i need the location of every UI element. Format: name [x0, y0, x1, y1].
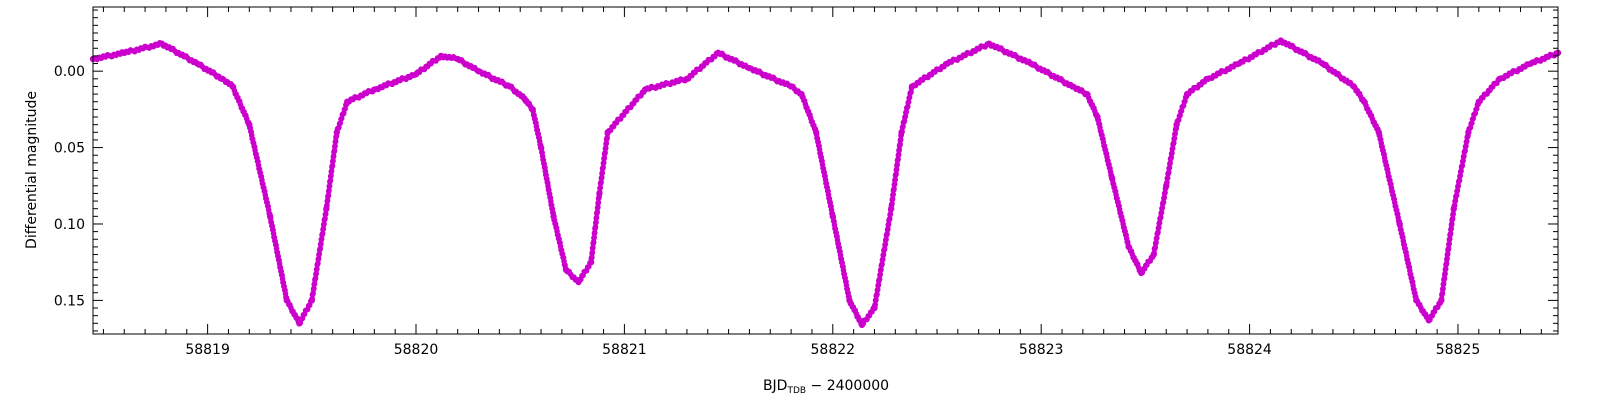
data-point-interp — [156, 40, 163, 46]
data-point-interp — [887, 207, 894, 213]
data-point-interp — [411, 72, 417, 79]
data-point-interp — [550, 210, 556, 216]
y-tick-label: 0.10 — [54, 217, 85, 233]
data-point-interp — [1025, 58, 1032, 65]
data-point-interp — [1396, 218, 1402, 225]
x-tick-label: 58822 — [811, 342, 856, 358]
y-tick-label: 0.15 — [54, 293, 85, 309]
x-axis-label-subscript: TDB — [786, 386, 806, 396]
data-point-interp — [596, 194, 602, 200]
data-point-interp — [640, 89, 647, 95]
x-axis-label: BJDTDB − 2400000 — [763, 378, 889, 396]
x-tick-label: 58820 — [394, 342, 439, 358]
data-point-interp — [519, 93, 526, 99]
data-point-interp — [1413, 294, 1419, 300]
x-tick-label: 58823 — [1019, 342, 1064, 358]
data-point-interp — [245, 119, 252, 125]
data-point-interp — [369, 88, 376, 95]
x-tick-label: 58821 — [602, 342, 647, 358]
data-point-interp — [812, 126, 819, 132]
data-point-interp — [333, 132, 340, 139]
data-point-interp — [1437, 300, 1443, 306]
data-point-interp — [1163, 185, 1169, 191]
data-point-interp — [1149, 254, 1156, 260]
data-point-interp — [192, 58, 199, 65]
axis-ticks: 58819 58820 58821 58822 58823 58824 58825 0.00 0… — [54, 7, 1558, 358]
data-point-interp — [1234, 61, 1241, 68]
data-point-interp — [119, 49, 125, 55]
data-point-interp — [1173, 125, 1180, 131]
data-point-interp — [1375, 126, 1381, 132]
data-point-interp — [587, 260, 593, 266]
x-axis-label-suffix: − 2400000 — [806, 378, 889, 394]
data-point-interp — [1553, 50, 1559, 56]
data-points — [89, 37, 1562, 329]
data-point-interp — [846, 294, 852, 300]
data-point-interp — [1108, 172, 1115, 179]
data-point-interp — [1093, 111, 1100, 118]
x-tick-label: 58819 — [185, 342, 230, 358]
x-axis-label-main: BJD — [763, 378, 788, 394]
data-point-interp — [266, 210, 273, 217]
x-tick-label: 58824 — [1227, 342, 1272, 358]
y-axis-label: Differential magnitude — [24, 91, 40, 249]
x-tick-label: 58825 — [1436, 342, 1481, 358]
y-tick-label: 0.00 — [54, 64, 85, 80]
y-tick-label: 0.05 — [54, 141, 85, 157]
data-point-interp — [1465, 132, 1471, 139]
